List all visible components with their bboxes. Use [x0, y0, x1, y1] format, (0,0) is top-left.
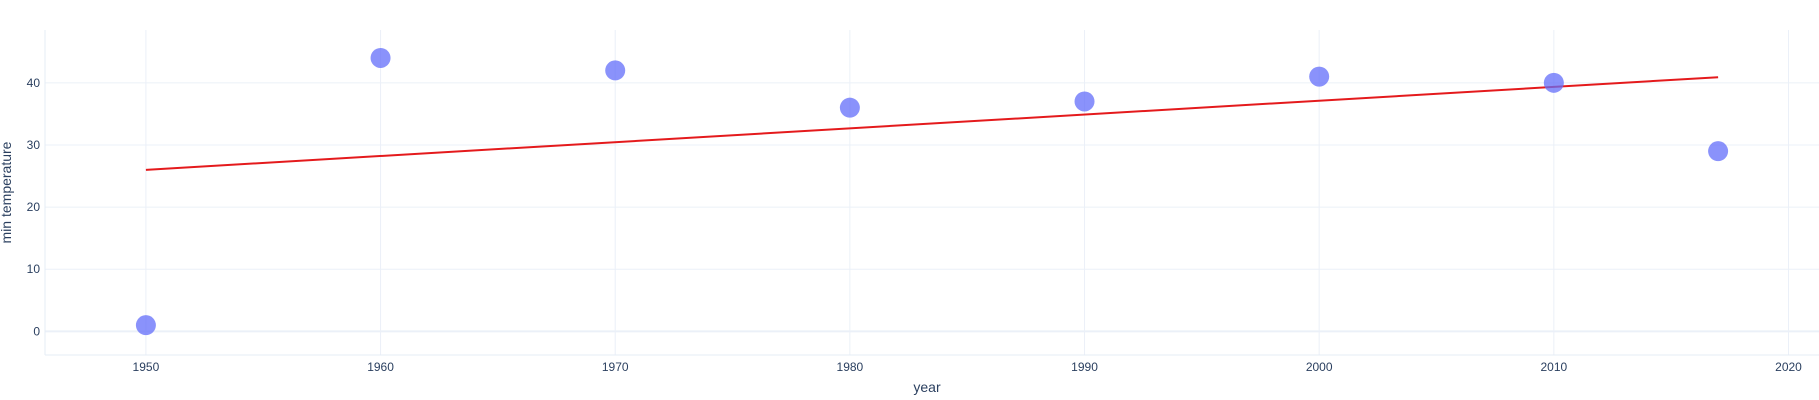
scatter-point	[135, 315, 156, 336]
scatter-point	[839, 97, 860, 118]
x-tick-label: 1980	[837, 360, 864, 374]
scatter-point	[605, 60, 626, 81]
scatter-point	[1309, 66, 1330, 87]
y-tick-label: 30	[27, 138, 41, 152]
x-tick-label: 2000	[1306, 360, 1333, 374]
scatter-point	[370, 47, 391, 68]
trend-line	[145, 76, 1719, 171]
x-tick-label: 1960	[367, 360, 394, 374]
label-layer: year min temperature	[0, 141, 941, 395]
y-tick-label: 20	[27, 200, 41, 214]
axis-layer: 1950 1960 1970 1980 1990 2000 2010 2020 0 10 20 30 4…	[27, 30, 1819, 374]
scatter-point	[1543, 72, 1564, 93]
x-axis-title: year	[913, 379, 941, 395]
scatter-point	[1708, 141, 1729, 162]
y-tick-label: 10	[27, 262, 41, 276]
x-tick-label: 1990	[1071, 360, 1098, 374]
x-tick-label: 1950	[133, 360, 160, 374]
trace-layer	[135, 47, 1729, 336]
y-axis-title: min temperature	[0, 141, 14, 243]
y-tick-label: 0	[33, 324, 40, 338]
x-tick-label: 2010	[1540, 360, 1567, 374]
x-tick-label: 2020	[1775, 360, 1802, 374]
y-tick-label: 40	[27, 76, 41, 90]
scatter-point	[1074, 91, 1095, 112]
x-tick-label: 1970	[602, 360, 629, 374]
